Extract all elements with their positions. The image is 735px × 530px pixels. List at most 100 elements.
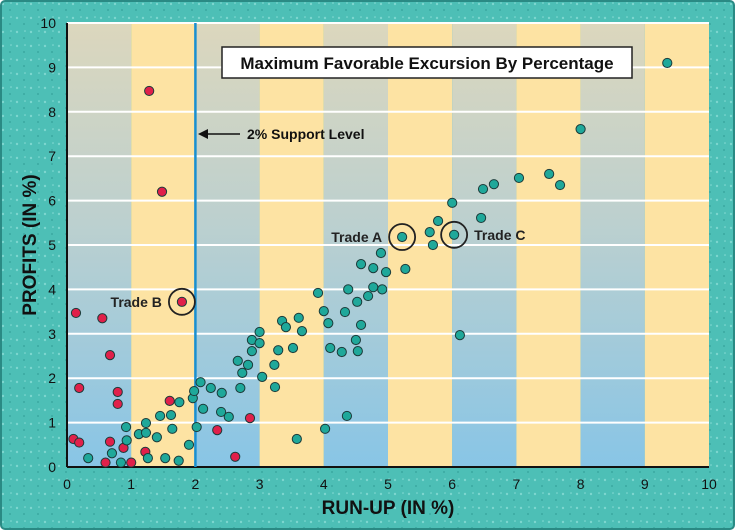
teal-point [488, 179, 500, 190]
teal-point [215, 406, 227, 418]
teal-point [447, 197, 458, 208]
teal-point [121, 435, 132, 446]
teal-point [355, 319, 367, 331]
teal-point [293, 312, 304, 323]
annotation-circle [168, 287, 196, 316]
teal-point [142, 453, 153, 464]
teal-point [319, 423, 331, 434]
red-point [104, 350, 116, 361]
teal-point [120, 421, 132, 433]
teal-point [375, 247, 387, 259]
red-point [74, 437, 85, 448]
teal-point [246, 346, 257, 357]
teal-point [269, 359, 280, 370]
teal-point [280, 322, 292, 333]
teal-point [427, 239, 439, 251]
gridlines [67, 22, 709, 424]
teal-point [575, 124, 586, 135]
teal-point [154, 410, 166, 422]
teal-point [662, 57, 673, 69]
teal-point [151, 432, 162, 443]
teal-point [336, 346, 347, 358]
red-point [104, 436, 116, 447]
teal-point [140, 417, 152, 429]
x-tick-label: 2 [192, 476, 200, 492]
annotation-circle [440, 220, 469, 249]
teal-point [397, 231, 408, 243]
teal-point [269, 381, 281, 393]
teal-point [449, 229, 460, 240]
red-point [112, 386, 123, 398]
teal-point [174, 397, 185, 408]
x-tick-label: 3 [256, 476, 264, 492]
red-point [74, 382, 85, 394]
red-point [126, 457, 137, 468]
teal-point [287, 342, 299, 354]
teal-point [362, 290, 374, 302]
x-tick-label: 7 [513, 476, 521, 492]
teal-point [273, 345, 284, 356]
y-tick-label: 7 [48, 148, 56, 164]
red-point [100, 457, 111, 468]
teal-point [544, 168, 555, 180]
teal-point [400, 263, 411, 275]
teal-point [237, 367, 248, 378]
title-box [221, 46, 633, 79]
teal-point [312, 287, 324, 299]
teal-point [115, 457, 127, 468]
annotation-label: Trade C [474, 227, 525, 243]
annotation-circle [388, 223, 417, 251]
teal-point [140, 427, 152, 438]
teal-point [167, 423, 178, 434]
teal-point [198, 403, 209, 414]
red-point [97, 313, 108, 324]
teal-point [355, 258, 367, 270]
x-tick-label: 0 [63, 476, 71, 492]
y-tick-label: 5 [48, 237, 56, 253]
tick-labels: 0 1 2 3 4 5 6 7 8 9 10 0 1 2 3 4 5 6 7 8 9 10 [40, 15, 717, 492]
y-tick-label: 1 [48, 415, 56, 431]
teal-point [554, 179, 566, 191]
teal-point [183, 439, 195, 450]
support-arrow-icon [198, 129, 240, 139]
teal-point [513, 172, 525, 184]
teal-point [454, 330, 466, 341]
red-point [144, 85, 155, 97]
teal-point [160, 453, 171, 464]
teal-point [242, 359, 254, 370]
red-point [244, 413, 256, 424]
teal-point [83, 453, 94, 464]
annotations: Trade A Trade B Trade C [111, 220, 525, 316]
teal-point [191, 421, 202, 433]
teal-point [235, 382, 246, 394]
y-tick-label: 8 [48, 104, 56, 120]
annotation-label: Trade A [331, 229, 382, 245]
teal-point [254, 338, 265, 349]
x-tick-label: 4 [320, 476, 328, 492]
x-tick-label: 8 [577, 476, 585, 492]
teal-point [352, 296, 363, 307]
y-axis-label: PROFITS (IN %) [20, 174, 41, 315]
red-point [230, 451, 241, 462]
x-tick-label: 6 [448, 476, 456, 492]
x-tick-label: 1 [127, 476, 135, 492]
y-tick-label: 6 [48, 193, 56, 209]
teal-point [173, 455, 184, 466]
teal-point [223, 411, 234, 422]
red-point [70, 307, 82, 319]
x-tick-label: 9 [641, 476, 649, 492]
teal-point [189, 385, 200, 397]
teal-point [195, 377, 206, 388]
teal-point [368, 282, 379, 293]
teal-point [341, 410, 353, 422]
x-axis-label: RUN-UP (IN %) [322, 498, 455, 519]
y-tick-label: 4 [48, 281, 56, 297]
teal-point [475, 212, 487, 224]
teal-point [216, 387, 227, 398]
teal-point [477, 183, 489, 195]
teal-point [368, 262, 379, 274]
data-points [68, 57, 673, 468]
y-tick-label: 2 [48, 370, 56, 386]
teal-point [377, 284, 388, 295]
